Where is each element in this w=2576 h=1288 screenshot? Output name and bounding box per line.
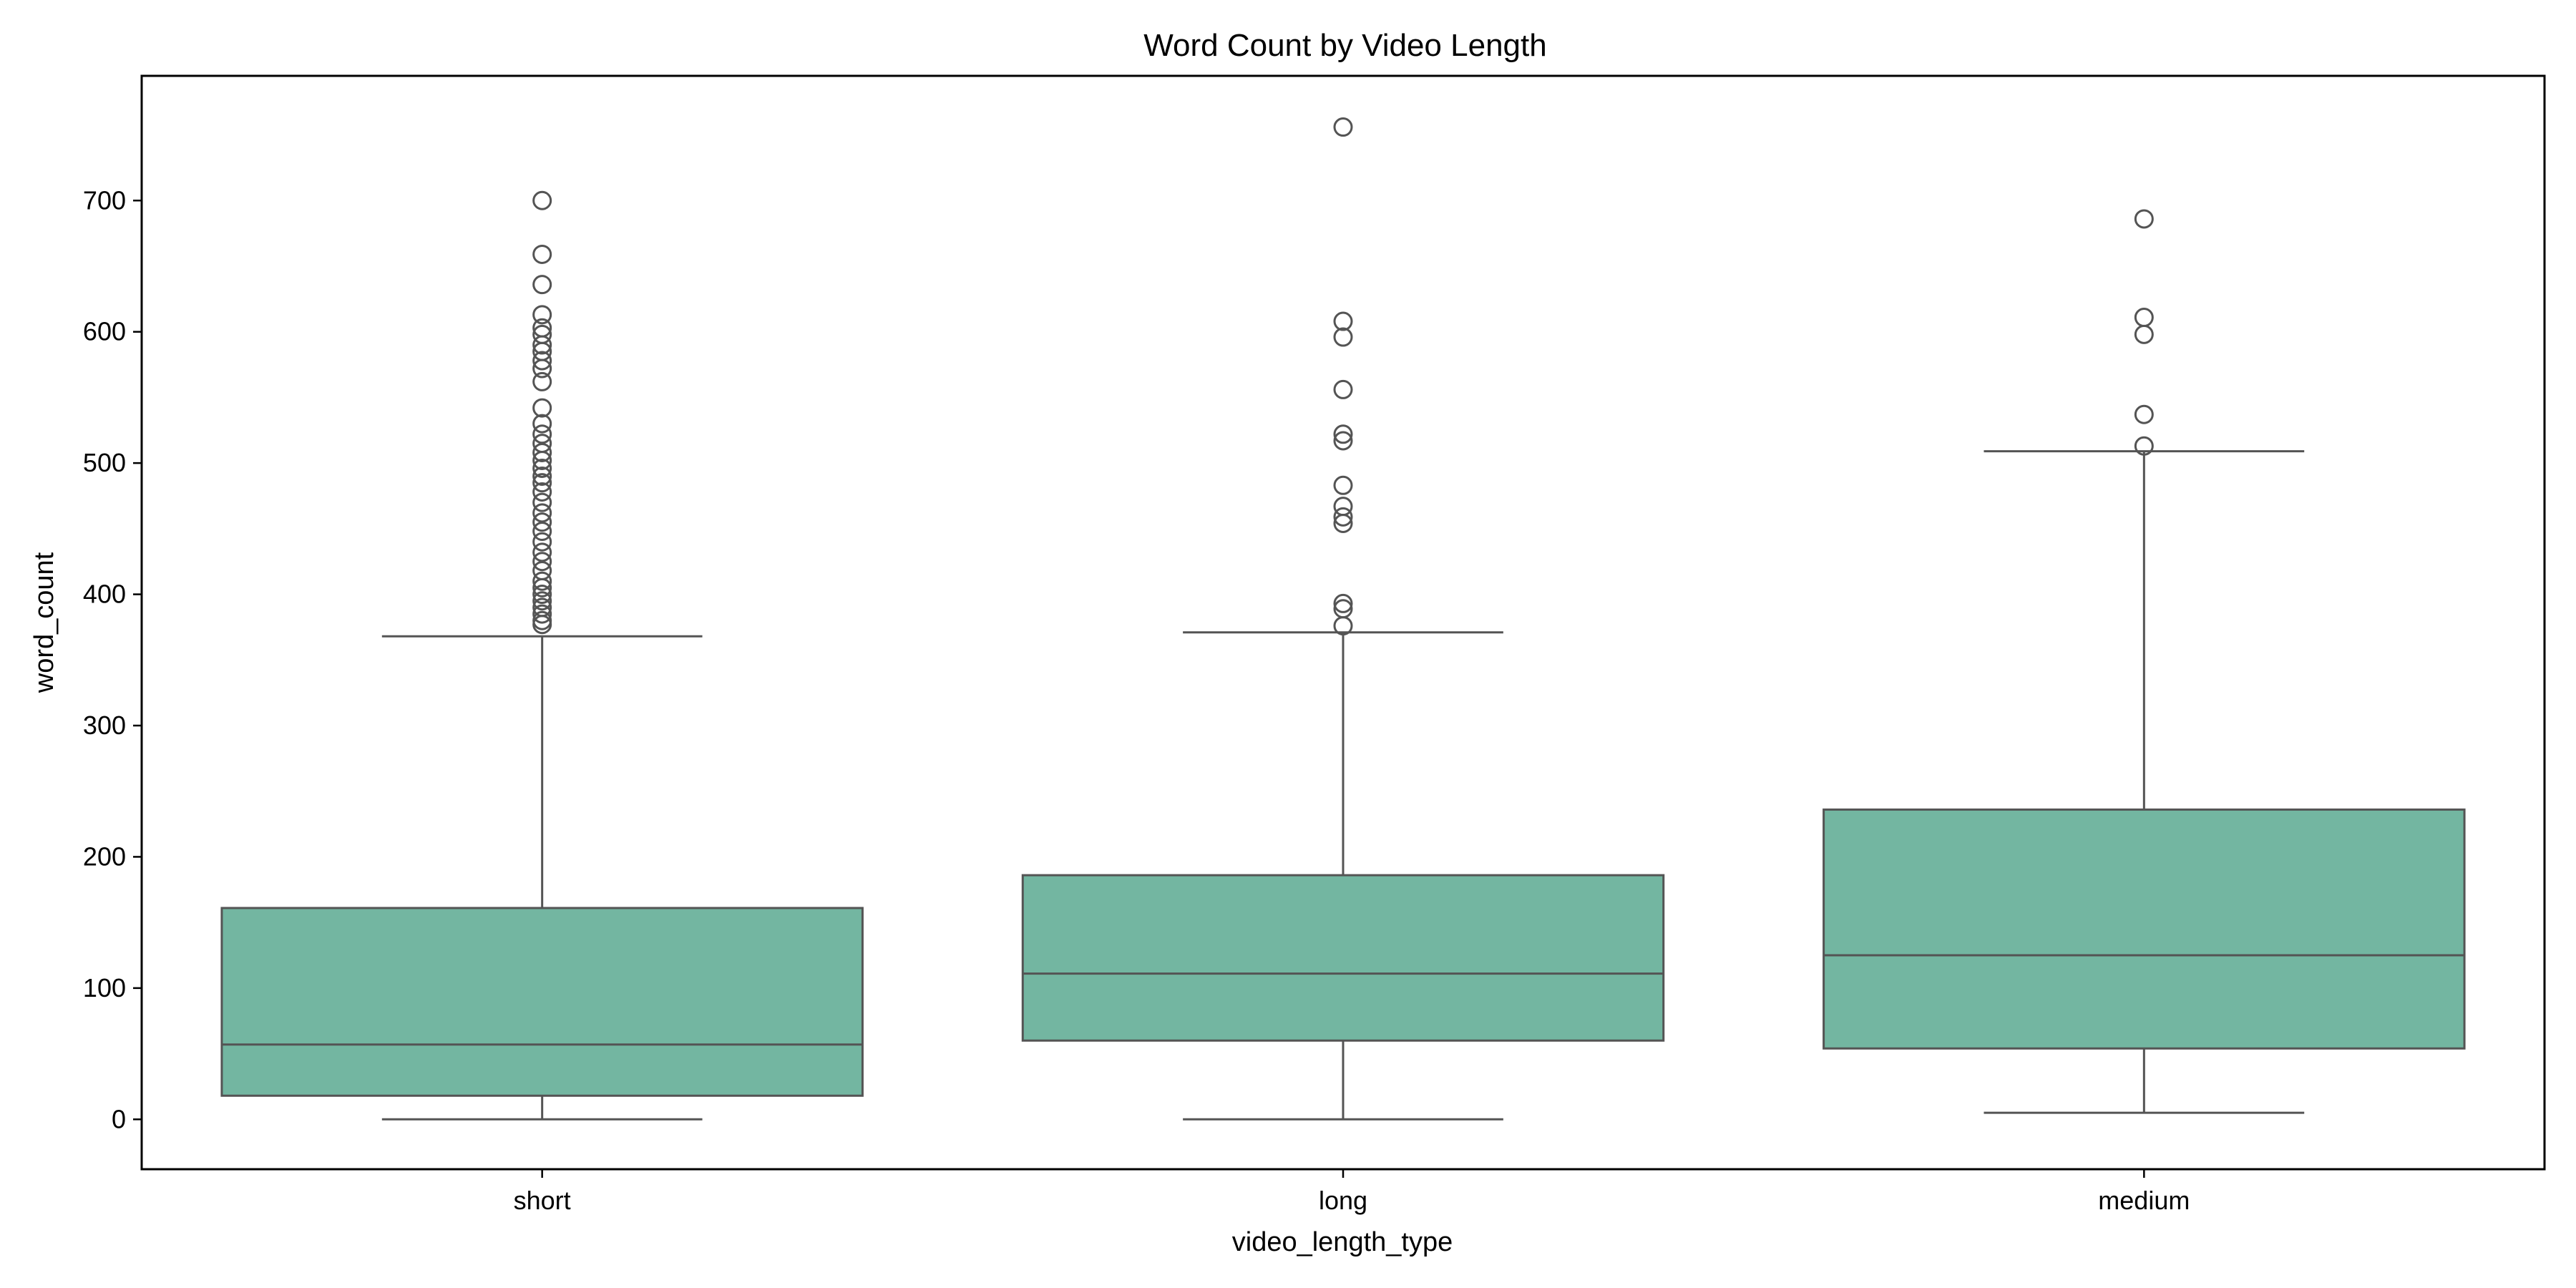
y-tick-label: 600 [83, 317, 126, 346]
box-medium [1823, 808, 2466, 1050]
outlier-point [532, 552, 552, 572]
x-tick-label: long [1319, 1186, 1367, 1215]
y-tick-label: 500 [83, 448, 126, 477]
outlier-point [532, 398, 552, 418]
outlier-point [1333, 424, 1353, 444]
outlier-point [1333, 311, 1353, 331]
outlier-point [2134, 324, 2154, 344]
outlier-point [1333, 327, 1353, 347]
outlier-point [532, 318, 552, 338]
outlier-point [532, 571, 552, 591]
outlier-point [1333, 497, 1353, 517]
outlier-point [532, 604, 552, 624]
outlier-point [1333, 117, 1353, 137]
outlier-point [532, 482, 552, 502]
x-tick-label: short [514, 1186, 571, 1215]
box-long [1021, 874, 1665, 1042]
outlier-point [2134, 436, 2154, 456]
y-tick-label: 700 [83, 185, 126, 215]
outlier-point [1333, 431, 1353, 451]
y-tick-label: 300 [83, 711, 126, 740]
outlier-point [532, 275, 552, 295]
outlier-point [1333, 599, 1353, 619]
x-tick-label: medium [2098, 1186, 2190, 1215]
outlier-point [532, 532, 552, 552]
outlier-point [532, 503, 552, 523]
outlier-point [532, 512, 552, 532]
outlier-point [532, 371, 552, 391]
outlier-point [532, 324, 552, 344]
outlier-point [532, 414, 552, 434]
outlier-point [532, 492, 552, 512]
outlier-point [532, 473, 552, 493]
y-tick-label: 100 [83, 973, 126, 1002]
y-tick-label: 400 [83, 580, 126, 609]
outlier-point [2134, 308, 2154, 328]
outlier-point [1333, 593, 1353, 613]
outlier-point [1333, 475, 1353, 495]
plot-frame [140, 74, 2546, 1171]
outlier-point [532, 561, 552, 581]
outlier-point [532, 585, 552, 605]
chart-title: Word Count by Video Length [1143, 28, 1546, 63]
outlier-point [532, 597, 552, 618]
outlier-point [532, 351, 552, 371]
plot-area: 0 100 200 300 400 500 600 700 short long medium [83, 117, 2466, 1215]
y-axis-label: word_count [29, 552, 59, 693]
outlier-point [532, 542, 552, 562]
outlier-point [532, 615, 552, 635]
outlier-point [532, 591, 552, 611]
outlier-point [532, 442, 552, 462]
outlier-point [1333, 507, 1353, 527]
outlier-point [532, 424, 552, 444]
outlier-point [532, 244, 552, 264]
x-axis-label: video_length_type [1232, 1227, 1453, 1257]
box-short [220, 907, 864, 1097]
outlier-point [532, 190, 552, 210]
outlier-point [2134, 209, 2154, 229]
outlier-point [532, 434, 552, 454]
outlier-point [532, 466, 552, 486]
outlier-point [532, 522, 552, 542]
outlier-point [532, 458, 552, 478]
y-tick-label: 0 [112, 1104, 126, 1133]
outlier-point [2134, 404, 2154, 424]
y-tick-label: 200 [83, 841, 126, 871]
outlier-point [532, 305, 552, 325]
outlier-point [1333, 379, 1353, 399]
outlier-point [532, 610, 552, 630]
